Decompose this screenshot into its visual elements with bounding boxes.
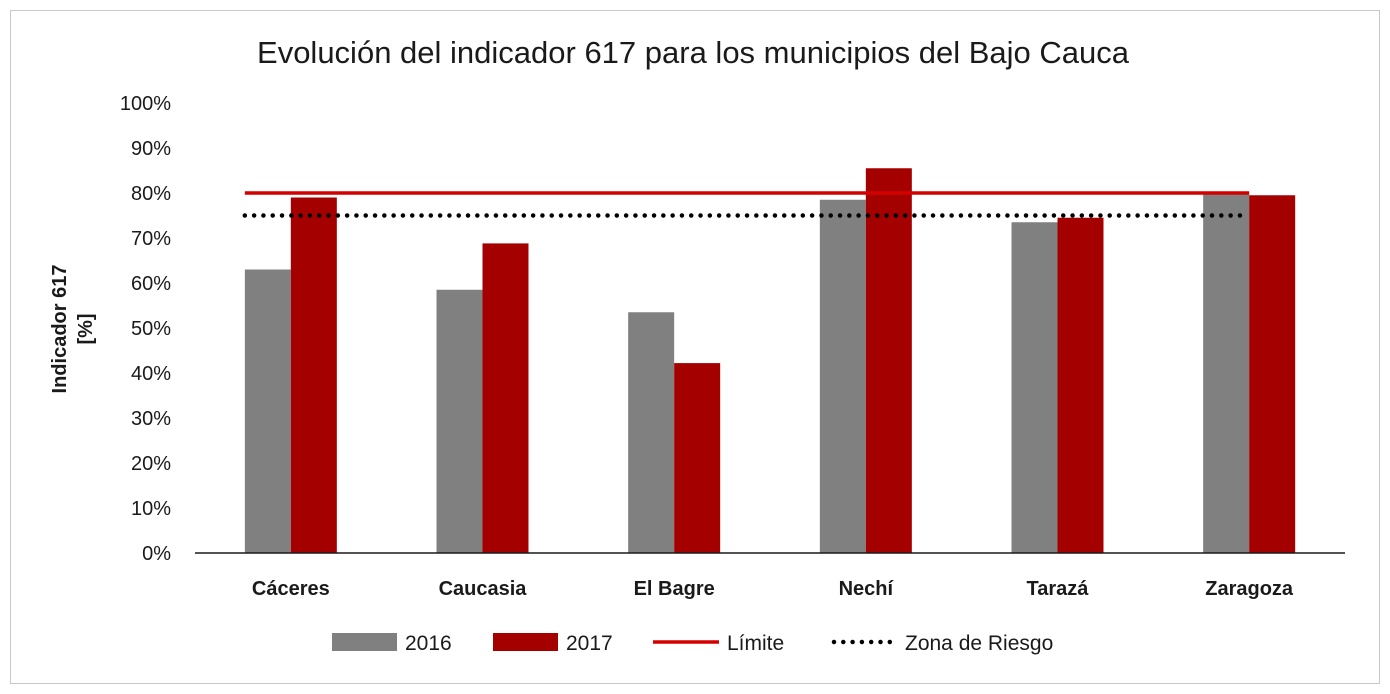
x-tick-label: Nechí	[839, 578, 895, 600]
bar-2016	[436, 289, 483, 553]
y-tick-label: 100%	[120, 93, 171, 115]
bar-2017	[1249, 195, 1296, 553]
bar-2016	[628, 312, 675, 553]
x-tick-label: Cáceres	[252, 578, 330, 600]
legend-label-2016: 2016	[405, 632, 452, 655]
plot-area: 0% 10% 20% 30% 40% 50% 60% 70% 80% 90% 100% Cáceres…	[120, 93, 1345, 600]
bar-2017	[865, 168, 912, 553]
y-tick-label: 70%	[131, 228, 171, 250]
y-tick-label: 10%	[131, 498, 171, 520]
legend-swatch-2016	[332, 633, 397, 651]
y-axis-label-line1: Indicador 617	[49, 265, 71, 394]
legend-swatch-2017	[493, 633, 558, 651]
y-tick-label: 50%	[131, 318, 171, 340]
bar-2017	[482, 243, 529, 553]
y-tick-label: 60%	[131, 273, 171, 295]
y-tick-label: 20%	[131, 453, 171, 475]
chart-title: Evolución del indicador 617 para los mun…	[257, 35, 1130, 70]
y-tick-label: 0%	[142, 543, 171, 565]
legend-label-limite: Límite	[727, 632, 784, 655]
x-tick-label: El Bagre	[634, 578, 715, 600]
bar-2016	[1203, 193, 1250, 553]
bar-2016	[244, 269, 291, 553]
x-tick-label: Zaragoza	[1205, 578, 1294, 600]
y-tick-label: 90%	[131, 138, 171, 160]
y-tick-label: 80%	[131, 183, 171, 205]
chart-frame	[10, 10, 1380, 684]
legend-label-2017: 2017	[566, 632, 613, 655]
legend: 2016 2017 Límite Zona de Riesgo	[332, 632, 1053, 655]
x-tick-label: Caucasia	[439, 578, 528, 600]
bar-2017	[290, 197, 337, 553]
y-axis-label-line2: [%]	[75, 313, 97, 344]
bar-2017	[1057, 217, 1104, 553]
legend-label-zona-de-riesgo: Zona de Riesgo	[905, 632, 1053, 655]
bar-2017	[674, 363, 721, 553]
y-tick-label: 40%	[131, 363, 171, 385]
bar-2016	[1011, 222, 1058, 553]
bar-2016	[819, 199, 866, 553]
x-tick-label: Tarazá	[1027, 578, 1090, 600]
y-tick-label: 30%	[131, 408, 171, 430]
